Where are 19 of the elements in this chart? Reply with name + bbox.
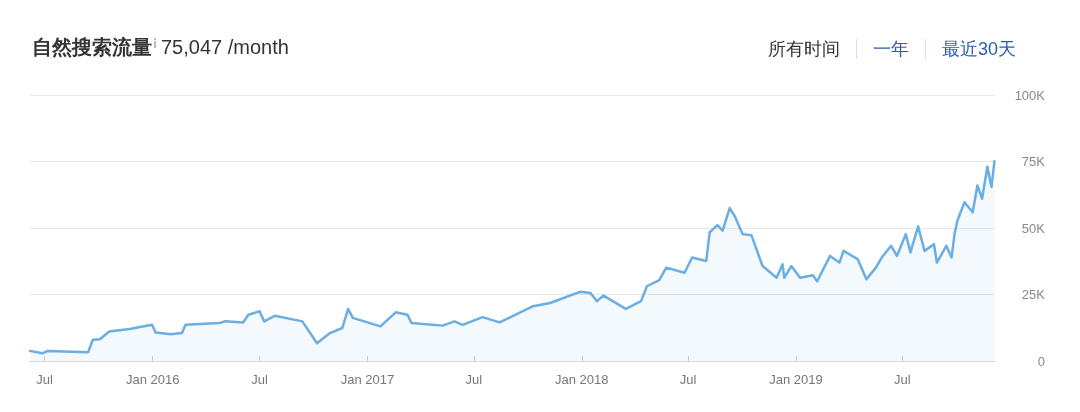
text: 一年 (872, 38, 909, 61)
x-tick-label: Jan 2016 (125, 372, 180, 387)
x-tick-label: Jul (465, 372, 483, 387)
y-tick-label: 0 (1037, 353, 1045, 369)
text: 所有时间 (767, 38, 840, 61)
y-tick-label: 50K (1021, 220, 1046, 236)
x-tick-label: Jan 2019 (769, 372, 823, 387)
chart-title: 自然搜索流量 (32, 35, 152, 60)
x-tick-label: Jan 2017 (340, 372, 395, 387)
x-tick-label: Jul (679, 372, 697, 387)
text: 最近30天 (941, 38, 1016, 61)
x-tick-label: Jul (251, 372, 268, 387)
y-tick-label: 25K (1021, 287, 1046, 302)
x-tick-label: Jan 2018 (555, 372, 609, 387)
x-tick-label: Jul (893, 372, 911, 387)
chart-subtitle: 75,047 /month (161, 36, 289, 59)
x-tick-label: Jul (36, 372, 54, 387)
y-tick-label: 75K (1021, 154, 1046, 169)
y-tick-label: 100K (1014, 87, 1046, 103)
